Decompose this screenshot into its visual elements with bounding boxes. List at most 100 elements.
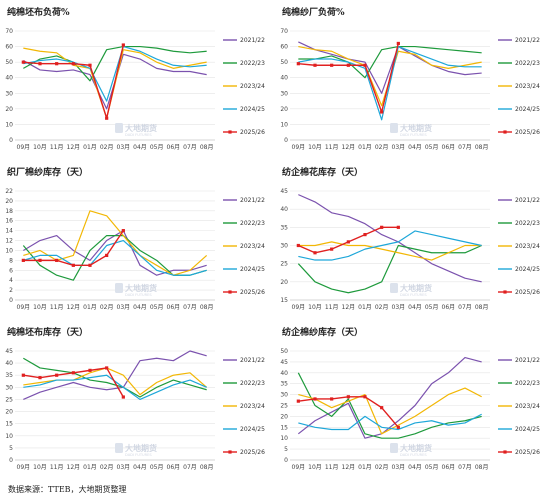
legend-label: 2024/25 [240,426,265,433]
y-tick-label: 0 [9,297,13,304]
x-tick-label: 09月 [17,464,31,471]
data-point [21,60,25,64]
x-tick-label: 01月 [83,304,97,311]
x-tick-label: 01月 [358,304,372,311]
data-point [363,395,367,399]
y-tick-label: 35 [5,372,13,379]
y-tick-label: 50 [280,348,288,355]
legend-label: 2021/22 [240,37,265,44]
legend-label: 2021/22 [515,37,540,44]
x-tick-label: 01月 [358,464,372,471]
chart-title: 纯棉纱厂负荷% [282,6,345,18]
x-tick-label: 04月 [408,464,422,471]
y-tick-label: 20 [5,409,13,416]
x-tick-label: 10月 [33,144,47,151]
x-tick-label: 09月 [17,144,31,151]
legend-label: 2022/23 [240,380,265,387]
x-tick-label: 07月 [458,464,472,471]
x-tick-label: 08月 [475,304,489,311]
y-tick-label: 60 [280,44,288,51]
y-tick-label: 40 [280,370,288,377]
series-line-2022-23 [297,244,482,294]
y-tick-label: 20 [280,106,288,113]
data-point [313,63,317,67]
x-tick-label: 09月 [292,304,306,311]
y-tick-label: 8 [9,257,13,264]
y-tick-label: 20 [5,106,13,113]
x-tick-label: 08月 [200,464,214,471]
legend-marker [228,450,232,454]
chart-title: 纺企棉纱库存（天） [282,326,363,338]
x-tick-label: 04月 [133,304,147,311]
watermark-subtitle: DADI FUTURES [125,133,152,137]
y-tick-label: 15 [280,424,288,431]
data-point [380,225,384,229]
x-tick-label: 07月 [183,464,197,471]
chart-panel-6: 纺企棉纱库存（天） 0 5 10 15 20 25 30 35 40 45 50 09月 10月 11月 12… [280,326,540,471]
series-line-2024-25 [23,45,207,102]
data-point [313,251,317,255]
y-tick-label: 35 [280,224,288,231]
legend-label: 2024/25 [240,106,265,113]
x-tick-label: 03月 [117,144,131,151]
y-tick-label: 12 [5,238,13,245]
series-line-2021-22 [298,41,482,94]
legend-label: 2021/22 [240,197,265,204]
x-tick-label: 05月 [150,144,164,151]
x-tick-label: 02月 [100,304,114,311]
series-line-2024-25 [298,45,482,121]
y-tick-label: 70 [5,28,13,35]
data-point [380,110,384,114]
watermark-logo [390,283,398,293]
data-point [21,373,25,377]
x-tick-label: 03月 [117,304,131,311]
watermark-title: 大地期货 [125,283,157,293]
legend-marker [503,130,507,134]
legend-label: 2022/23 [240,60,265,67]
data-point [105,366,109,370]
data-point [55,258,59,262]
series-line-2022-23 [297,372,482,439]
y-tick-label: 50 [5,59,13,66]
x-tick-label: 03月 [392,464,406,471]
x-tick-label: 03月 [392,144,406,151]
x-tick-label: 01月 [83,464,97,471]
x-tick-label: 08月 [200,144,214,151]
watermark-logo [115,283,123,293]
x-tick-label: 12月 [342,304,356,311]
legend-label: 2024/25 [515,426,540,433]
chart-title: 纺企棉花库存（天） [282,166,363,178]
legend-label: 2024/25 [515,106,540,113]
x-tick-label: 05月 [425,144,439,151]
y-tick-label: 25 [280,403,288,410]
y-tick-label: 4 [9,277,13,284]
x-tick-label: 04月 [133,144,147,151]
chart-panel-2: 纯棉纱厂负荷% 0 10 20 30 40 50 60 70 09月 10月 11月 12月 01月 02月… [280,6,540,151]
series-line-2022-23 [23,45,207,82]
y-tick-label: 40 [280,206,288,213]
watermark-title: 大地期货 [125,123,157,133]
legend-label: 2025/26 [515,129,540,136]
data-point [330,397,334,401]
data-point [71,62,75,66]
x-tick-label: 10月 [33,464,47,471]
x-tick-label: 11月 [325,304,339,311]
watermark-subtitle: DADI FUTURES [400,293,427,297]
x-tick-label: 06月 [167,304,181,311]
y-tick-label: 0 [284,457,288,464]
series-line-2022-23 [298,45,482,79]
watermark-subtitle: DADI FUTURES [400,453,427,457]
y-tick-label: 35 [280,381,288,388]
data-point [55,62,59,66]
x-tick-label: 11月 [50,304,64,311]
y-tick-label: 10 [280,435,288,442]
y-tick-label: 40 [5,360,13,367]
x-tick-label: 07月 [458,304,472,311]
legend-label: 2023/24 [515,243,540,250]
legend-label: 2024/25 [515,266,540,273]
legend-label: 2023/24 [240,243,265,250]
y-tick-label: 20 [280,279,288,286]
data-point [313,397,317,401]
legend-label: 2021/22 [515,357,540,364]
